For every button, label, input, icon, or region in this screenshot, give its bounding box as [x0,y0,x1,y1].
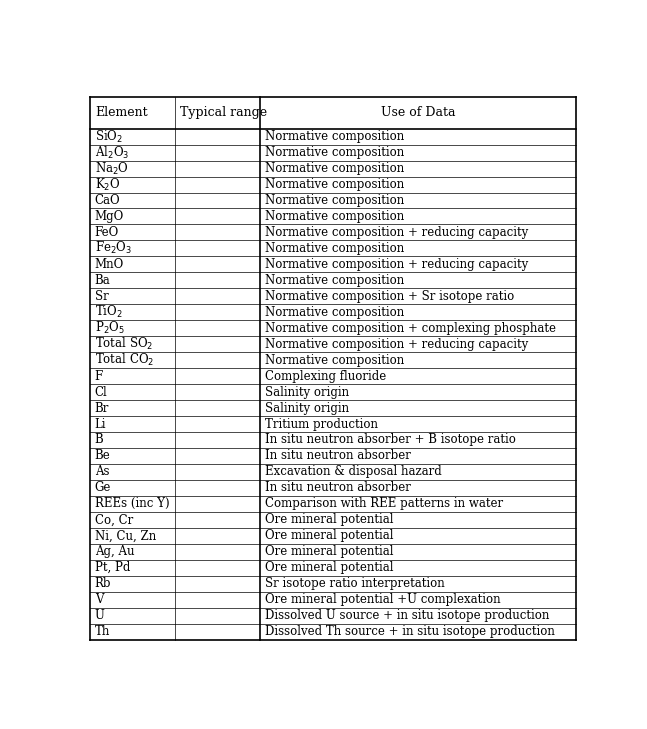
Text: Typical range: Typical range [180,106,267,119]
Text: F: F [95,370,103,383]
Text: FeO: FeO [95,226,119,239]
Text: Ore mineral potential: Ore mineral potential [265,561,393,574]
Text: Al$_2$O$_3$: Al$_2$O$_3$ [95,144,129,160]
Text: Normative composition: Normative composition [265,305,404,319]
Text: Salinity origin: Salinity origin [265,402,349,415]
Text: Comparison with REE patterns in water: Comparison with REE patterns in water [265,497,503,510]
Text: Be: Be [95,450,111,462]
Text: Tritium production: Tritium production [265,418,378,431]
Text: Ba: Ba [95,274,111,286]
Text: Ore mineral potential: Ore mineral potential [265,529,393,542]
Text: In situ neutron absorber: In situ neutron absorber [265,481,411,494]
Text: Normative composition: Normative composition [265,274,404,286]
Text: Normative composition: Normative composition [265,210,404,223]
Text: P$_2$O$_5$: P$_2$O$_5$ [95,320,125,336]
Text: Normative composition: Normative composition [265,162,404,175]
Text: Na$_2$O: Na$_2$O [95,160,129,176]
Text: B: B [95,434,104,446]
Text: Total CO$_2$: Total CO$_2$ [95,352,154,368]
Text: As: As [95,465,109,478]
Text: Excavation & disposal hazard: Excavation & disposal hazard [265,465,442,478]
Text: Salinity origin: Salinity origin [265,386,349,399]
Text: Dissolved U source + in situ isotope production: Dissolved U source + in situ isotope pro… [265,609,549,622]
Text: Element: Element [95,106,148,119]
Text: Co, Cr: Co, Cr [95,513,133,526]
Text: MgO: MgO [95,210,124,223]
Text: K$_2$O: K$_2$O [95,176,120,192]
Text: Use of Data: Use of Data [381,106,455,119]
Text: Ore mineral potential: Ore mineral potential [265,513,393,526]
Text: Total SO$_2$: Total SO$_2$ [95,336,153,352]
Text: Normative composition: Normative composition [265,178,404,191]
Text: Normative composition: Normative composition [265,130,404,143]
Text: Ge: Ge [95,481,111,494]
Text: Normative composition + reducing capacity: Normative composition + reducing capacit… [265,338,528,351]
Text: Normative composition: Normative composition [265,194,404,207]
Text: In situ neutron absorber + B isotope ratio: In situ neutron absorber + B isotope rat… [265,434,516,446]
Text: Sr isotope ratio interpretation: Sr isotope ratio interpretation [265,577,444,590]
Text: Ore mineral potential: Ore mineral potential [265,545,393,558]
Text: REEs (inc Y): REEs (inc Y) [95,497,170,510]
Text: Cl: Cl [95,386,107,399]
Text: Li: Li [95,418,106,431]
Text: Th: Th [95,625,110,638]
Text: Ag, Au: Ag, Au [95,545,135,558]
Text: Complexing fluoride: Complexing fluoride [265,370,386,383]
Text: Ni, Cu, Zn: Ni, Cu, Zn [95,529,156,542]
Text: Normative composition: Normative composition [265,354,404,367]
Text: SiO$_2$: SiO$_2$ [95,128,123,144]
Text: MnO: MnO [95,258,124,271]
Text: Pt, Pd: Pt, Pd [95,561,130,574]
Text: In situ neutron absorber: In situ neutron absorber [265,450,411,462]
Text: Normative composition: Normative composition [265,146,404,159]
Text: Dissolved Th source + in situ isotope production: Dissolved Th source + in situ isotope pr… [265,625,554,638]
Text: Normative composition + reducing capacity: Normative composition + reducing capacit… [265,226,528,239]
Text: TiO$_2$: TiO$_2$ [95,304,123,320]
Text: U: U [95,609,105,622]
Text: Fe$_2$O$_3$: Fe$_2$O$_3$ [95,241,132,257]
Text: Rb: Rb [95,577,111,590]
Text: Normative composition + Sr isotope ratio: Normative composition + Sr isotope ratio [265,290,514,303]
Text: Sr: Sr [95,290,109,303]
Text: Normative composition: Normative composition [265,242,404,255]
Text: Br: Br [95,402,109,415]
Text: CaO: CaO [95,194,120,207]
Text: V: V [95,593,104,606]
Text: Normative composition + reducing capacity: Normative composition + reducing capacit… [265,258,528,271]
Text: Ore mineral potential +U complexation: Ore mineral potential +U complexation [265,593,501,606]
Text: Normative composition + complexing phosphate: Normative composition + complexing phosp… [265,321,556,335]
